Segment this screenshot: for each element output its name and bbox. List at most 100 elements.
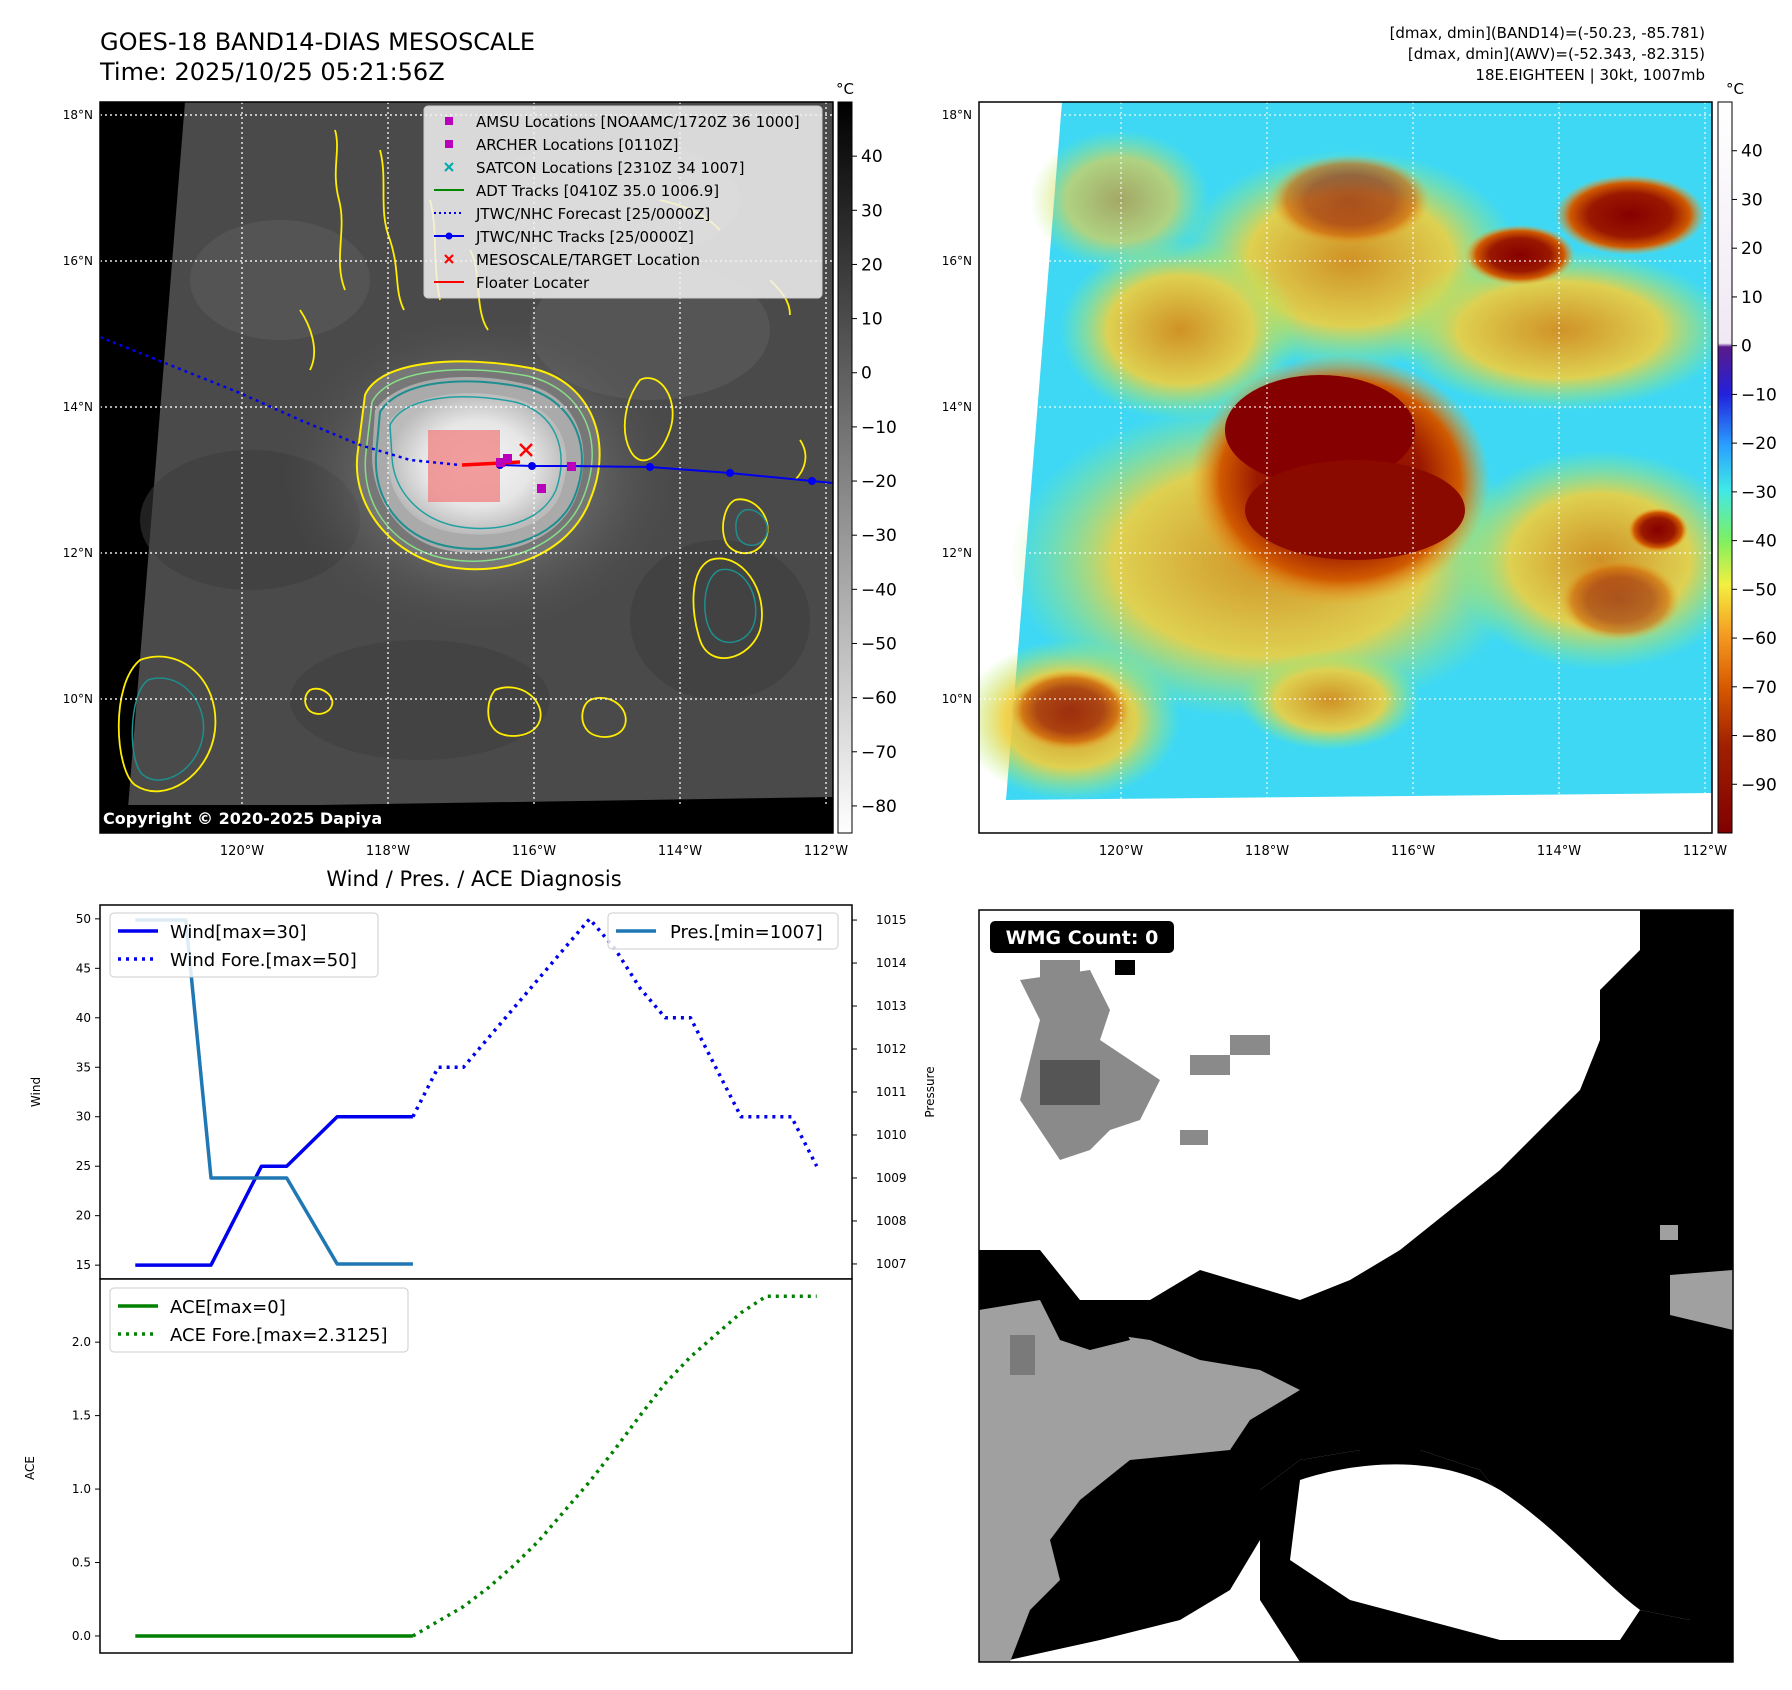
map-legend: AMSU Locations [NOAAMC/1720Z 36 1000] AR… xyxy=(423,105,823,299)
ir-lat-ticks: 18°N 16°N 14°N 12°N 10°N xyxy=(63,108,93,706)
wind-pres-chart: 15 20 25 30 35 40 45 50 1007 1008 1009 1010 1011 101… xyxy=(29,904,937,1280)
ace-legend-label: ACE[max=0] xyxy=(170,1297,286,1318)
ir-colorbar-tick-label: 20 xyxy=(861,255,883,275)
lon-tick-118: 118°W xyxy=(366,844,410,859)
pressure-tick-label: 1010 xyxy=(876,1128,907,1142)
pressure-tick-label: 1013 xyxy=(876,999,907,1013)
ir-colorbar-tick-label: −40 xyxy=(861,580,897,600)
stat-storm: 18E.EIGHTEEN | 30kt, 1007mb xyxy=(1475,66,1705,84)
wv-colorbar-tick-label: −20 xyxy=(1741,434,1777,454)
pressure-tick-label: 1014 xyxy=(876,956,907,970)
wv-lat-tick-10: 10°N xyxy=(942,692,972,706)
lat-tick-12: 12°N xyxy=(63,546,93,560)
wind-tick-label: 40 xyxy=(76,1011,91,1025)
legend-marker-track-dot xyxy=(445,232,453,240)
pressure-tick-label: 1008 xyxy=(876,1214,907,1228)
legend-label-adt: ADT Tracks [0410Z 35.0 1006.9] xyxy=(476,182,719,200)
wmg-count-label: WMG Count: 0 xyxy=(1006,927,1159,949)
ir-colorbar-tick-label: −10 xyxy=(861,418,897,438)
lon-tick-120: 120°W xyxy=(220,844,264,859)
wv-lat-tick-12: 12°N xyxy=(942,546,972,560)
lat-tick-18: 18°N xyxy=(63,108,93,122)
copyright-bar xyxy=(100,805,833,833)
wv-colorbar-tick-label: −60 xyxy=(1741,629,1777,649)
wv-colorbar-tick-label: 0 xyxy=(1741,337,1752,357)
wv-lat-tick-14: 14°N xyxy=(942,400,972,414)
pressure-tick-label: 1007 xyxy=(876,1257,907,1271)
pressure-tick-label: 1015 xyxy=(876,913,907,927)
ace-series xyxy=(135,1294,817,1638)
pressure-axis-ticks: 1007 1008 1009 1010 1011 1012 1013 1014 1015 xyxy=(852,913,907,1271)
wmg-panel: WMG Count: 0 xyxy=(978,909,1734,1663)
lon-tick-112: 112°W xyxy=(804,844,848,859)
legend-marker-amsu xyxy=(445,117,453,125)
ir-colorbar-tick-label: −80 xyxy=(861,797,897,817)
wind-tick-label: 45 xyxy=(76,961,91,975)
wv-colorbar-tick-label: 20 xyxy=(1741,239,1763,259)
legend-label-satcon: SATCON Locations [2310Z 34 1007] xyxy=(476,159,744,177)
pressure-tick-label: 1009 xyxy=(876,1171,907,1185)
pres-legend-label: Pres.[min=1007] xyxy=(670,922,823,943)
wv-lon-tick-118: 118°W xyxy=(1245,844,1289,859)
wv-colorbar-ticks: 40 30 20 10 0 −10 −20 −30 −40 −50 −60 −70 −80 −90 xyxy=(1732,142,1777,795)
copyright: Copyright © 2020-2025 Dapiya xyxy=(103,809,382,828)
wind-tick-label: 50 xyxy=(76,912,91,926)
wv-colorbar-tick-label: −70 xyxy=(1741,678,1777,698)
ir-colorbar-tick-label: −70 xyxy=(861,743,897,763)
wind-legend-label: Wind[max=30] xyxy=(170,922,307,943)
lat-tick-10: 10°N xyxy=(63,692,93,706)
ace-axis-label: ACE xyxy=(23,1456,37,1480)
pressure-tick-label: 1011 xyxy=(876,1085,907,1099)
wind-axis-ticks: 15 20 25 30 35 40 45 50 xyxy=(76,912,100,1272)
wv-lon-ticks: 120°W 118°W 116°W 114°W 112°W xyxy=(1099,844,1727,859)
series-line-ace-fore xyxy=(412,1294,817,1638)
target-location-marker xyxy=(519,443,533,457)
ir-colorbar-tick-label: −30 xyxy=(861,526,897,546)
wv-colorbar-tick-label: −90 xyxy=(1741,775,1777,795)
legend-marker-archer xyxy=(445,140,453,148)
ace-tick-label: 2.0 xyxy=(72,1335,91,1349)
wv-colorbar-tick-label: −80 xyxy=(1741,727,1777,747)
archer-locations xyxy=(496,454,576,471)
ace-axis-ticks: 0.0 0.5 1.0 1.5 2.0 xyxy=(72,1335,100,1643)
wind-tick-label: 30 xyxy=(76,1110,91,1124)
ir-colorbar-tick-label: −20 xyxy=(861,472,897,492)
ir-colorbar-unit: °C xyxy=(836,80,854,98)
ace-tick-label: 0.5 xyxy=(72,1556,91,1570)
ace-fore-legend-label: ACE Fore.[max=2.3125] xyxy=(170,1325,388,1346)
wv-colorbar-tick-label: −10 xyxy=(1741,385,1777,405)
legend-label-forecast: JTWC/NHC Forecast [25/0000Z] xyxy=(475,205,710,223)
wv-colorbar-tick-label: −30 xyxy=(1741,483,1777,503)
stat-band14: [dmax, dmin](BAND14)=(-50.23, -85.781) xyxy=(1390,24,1705,42)
ir-colorbar-ticks: 40 30 20 10 0 −10 −20 −30 −40 −50 −60 −70 −80 xyxy=(852,147,897,817)
legend-label-target: MESOSCALE/TARGET Location xyxy=(476,251,700,269)
wind-fore-legend-label: Wind Fore.[max=50] xyxy=(170,950,357,971)
lat-tick-16: 16°N xyxy=(63,254,93,268)
ace-tick-label: 0.0 xyxy=(72,1629,91,1643)
wv-lat-ticks: 18°N 16°N 14°N 12°N 10°N xyxy=(942,108,972,706)
diagnosis-title: Wind / Pres. / ACE Diagnosis xyxy=(326,867,621,891)
wv-lon-tick-120: 120°W xyxy=(1099,844,1143,859)
legend-label-amsu: AMSU Locations [NOAAMC/1720Z 36 1000] xyxy=(476,113,800,131)
legend-label-floater: Floater Locater xyxy=(476,274,590,292)
pres-legend: Pres.[min=1007] xyxy=(607,912,839,950)
ir-map: Copyright © 2020-2025 Dapiya AMSU Locati… xyxy=(63,101,848,859)
wind-legend: Wind[max=30] Wind Fore.[max=50] xyxy=(109,912,379,978)
lon-tick-114: 114°W xyxy=(658,844,702,859)
wmg-count-badge xyxy=(990,921,1174,953)
legend-marker-target xyxy=(444,254,454,264)
ir-colorbar-tick-label: −50 xyxy=(861,634,897,654)
ace-tick-label: 1.0 xyxy=(72,1482,91,1496)
figure-title: GOES-18 BAND14-DIAS MESOSCALE xyxy=(100,28,535,56)
wind-tick-label: 35 xyxy=(76,1060,91,1074)
ir-colorbar-tick-label: 0 xyxy=(861,364,872,384)
wv-lon-tick-112: 112°W xyxy=(1683,844,1727,859)
ace-chart: 0.0 0.5 1.0 1.5 2.0 ACE ACE[max=0] ACE Fore.… xyxy=(23,1278,853,1654)
wv-colorbar-tick-label: −50 xyxy=(1741,580,1777,600)
wv-map: 18°N 16°N 14°N 12°N 10°N 120°W 118°W 116… xyxy=(942,101,1727,859)
wv-lon-tick-114: 114°W xyxy=(1537,844,1581,859)
amsu-location xyxy=(537,484,546,493)
wv-lat-tick-16: 16°N xyxy=(942,254,972,268)
wv-colorbar-tick-label: −40 xyxy=(1741,532,1777,552)
